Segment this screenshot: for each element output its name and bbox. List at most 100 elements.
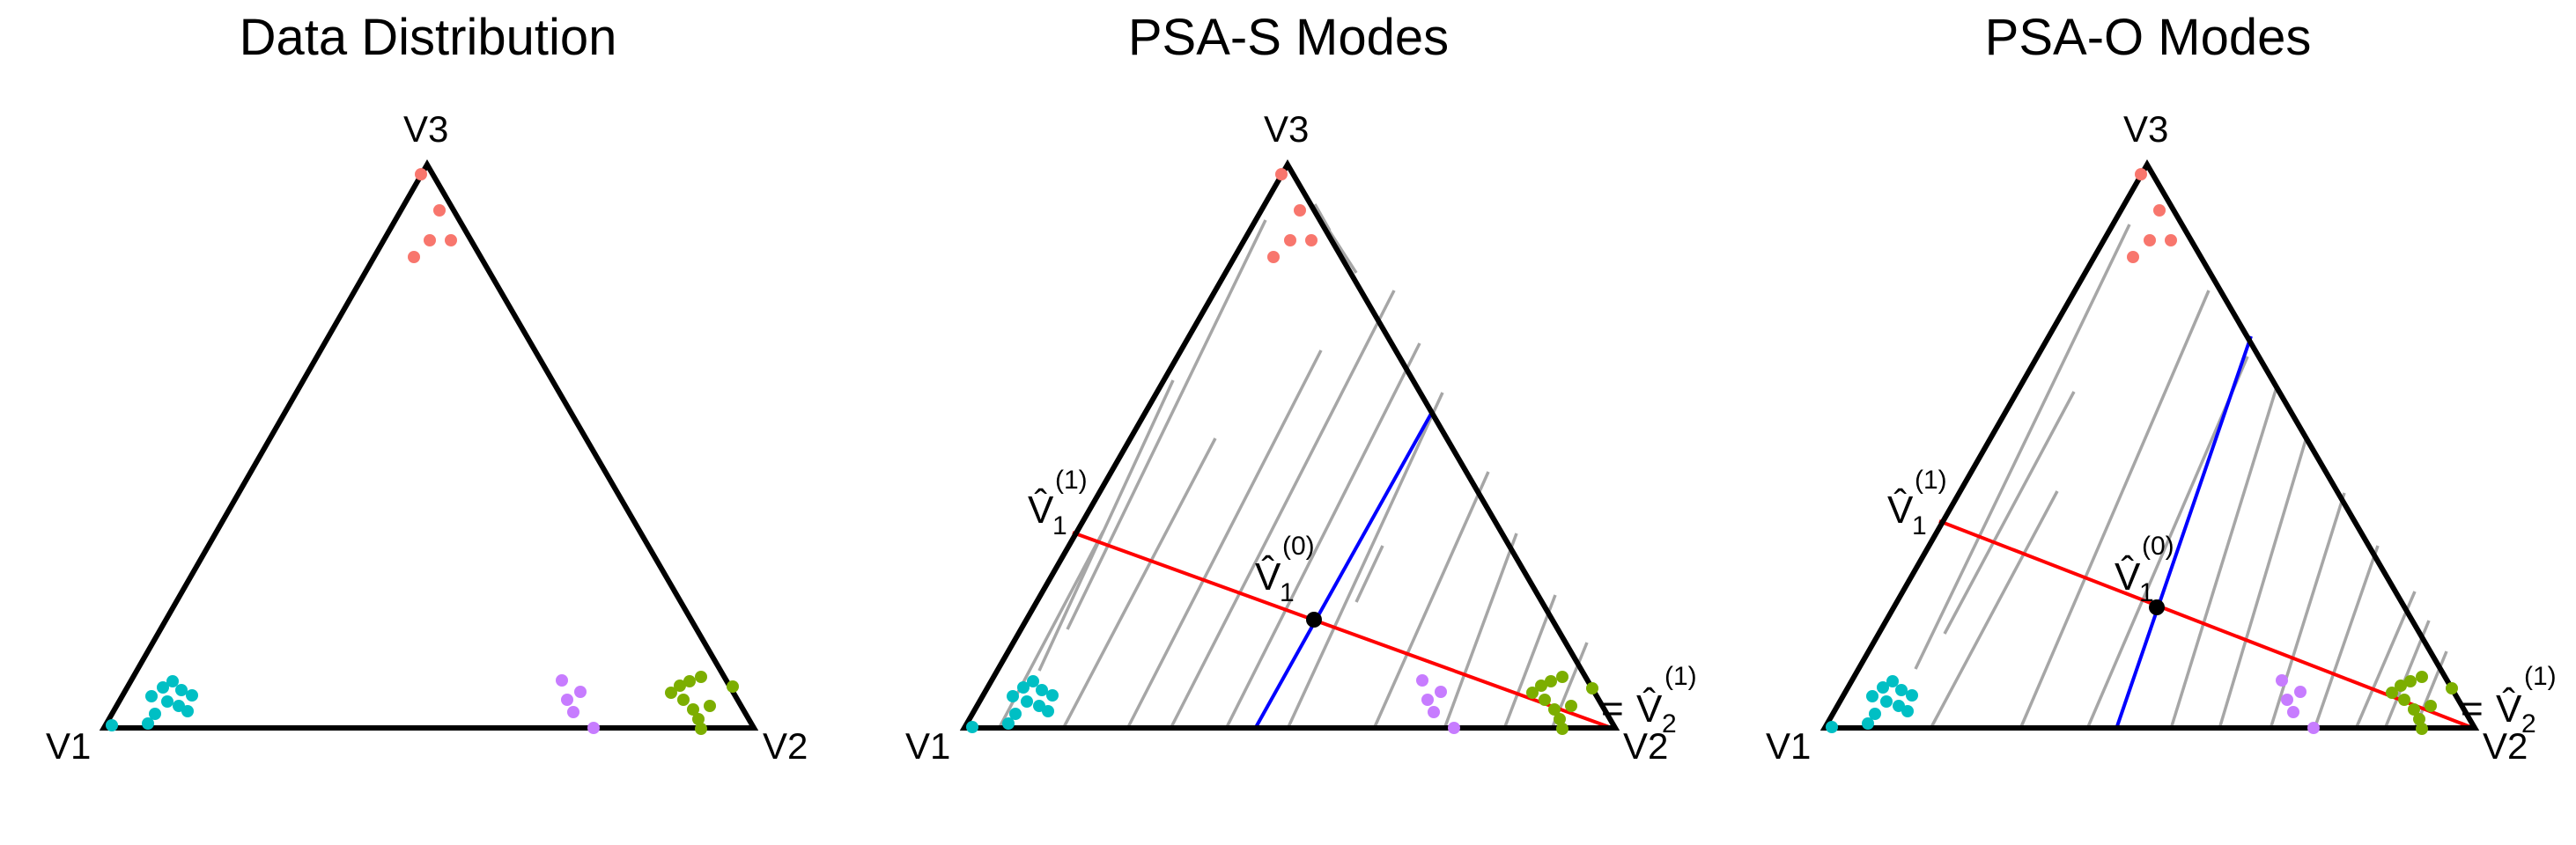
data-point bbox=[674, 680, 686, 692]
data-point bbox=[1526, 687, 1539, 699]
data-point bbox=[1275, 168, 1288, 180]
grid-line bbox=[1169, 290, 1396, 730]
grid-line bbox=[1224, 342, 1421, 730]
annotation-superscript: (1) bbox=[1055, 466, 1088, 495]
data-point bbox=[567, 706, 579, 718]
data-point bbox=[1042, 705, 1054, 717]
panel-title: PSA-O Modes bbox=[1985, 9, 2312, 66]
data-point bbox=[561, 694, 573, 706]
vertex-label-v1: V1 bbox=[46, 725, 91, 767]
data-point bbox=[1906, 689, 1918, 702]
data-point bbox=[677, 694, 690, 706]
cluster-purple bbox=[556, 674, 600, 734]
cluster-green bbox=[665, 671, 739, 735]
grid-line bbox=[2269, 492, 2346, 730]
panel-title: PSA-S Modes bbox=[1128, 9, 1449, 66]
cluster-cyan bbox=[1826, 675, 1918, 733]
data-point bbox=[2398, 694, 2410, 706]
grid-line bbox=[1502, 594, 1557, 730]
data-point bbox=[2416, 671, 2428, 683]
principal-mode-line bbox=[1938, 519, 2474, 730]
data-point bbox=[1866, 690, 1878, 702]
data-point bbox=[106, 719, 118, 731]
data-point bbox=[1886, 675, 1899, 687]
data-point bbox=[1009, 708, 1022, 720]
cluster-green bbox=[1526, 671, 1598, 735]
annotation-prefix: = bbox=[2461, 687, 2494, 731]
data-point bbox=[1539, 694, 1551, 706]
vertex-label-v3: V3 bbox=[403, 108, 448, 150]
data-point bbox=[1002, 717, 1015, 730]
data-point bbox=[1826, 721, 1838, 733]
annotation-base: V̂ bbox=[2496, 687, 2522, 731]
data-point bbox=[587, 722, 600, 734]
data-point bbox=[1901, 705, 1914, 717]
data-point bbox=[1554, 713, 1566, 725]
cluster-red bbox=[408, 168, 457, 263]
data-point bbox=[415, 168, 427, 180]
data-point bbox=[966, 721, 978, 733]
data-point bbox=[574, 686, 587, 698]
data-point bbox=[2127, 251, 2139, 263]
data-point bbox=[2408, 703, 2420, 716]
cluster-cyan bbox=[966, 675, 1059, 733]
data-point bbox=[683, 675, 696, 687]
annotation-superscript: (1) bbox=[1915, 466, 1947, 495]
data-point bbox=[2135, 168, 2147, 180]
data-point bbox=[2446, 682, 2458, 694]
data-point bbox=[145, 690, 158, 702]
data-point bbox=[157, 681, 169, 694]
annotation-subscript: 1 bbox=[1280, 578, 1295, 607]
data-point bbox=[665, 687, 677, 699]
data-point bbox=[1895, 684, 1908, 696]
data-point bbox=[692, 713, 705, 725]
data-point bbox=[149, 708, 161, 720]
data-point bbox=[1435, 686, 1447, 698]
annotation-base: V̂ bbox=[1636, 687, 1663, 731]
data-point bbox=[556, 674, 568, 687]
data-point bbox=[704, 700, 716, 712]
data-point bbox=[1448, 722, 1460, 734]
cluster-red bbox=[2127, 168, 2177, 263]
label-v1-hat-1: V̂ (1) 1 bbox=[1887, 466, 1947, 540]
data-point bbox=[1416, 674, 1428, 687]
data-point bbox=[2276, 674, 2288, 687]
panel-psa-o-modes: PSA-O Modes bbox=[1766, 9, 2557, 767]
data-point bbox=[2287, 706, 2299, 718]
data-point bbox=[2413, 713, 2425, 725]
grid-line bbox=[2354, 591, 2417, 730]
grid-line bbox=[1929, 490, 2059, 730]
data-point bbox=[1545, 675, 1557, 687]
cluster-cyan bbox=[106, 675, 198, 731]
label-v1-hat-0: V̂ (0) 1 bbox=[2115, 532, 2174, 607]
data-point bbox=[1586, 682, 1598, 694]
data-point bbox=[186, 689, 198, 702]
data-point bbox=[687, 703, 699, 716]
simplex-triangle bbox=[959, 158, 1620, 731]
data-point bbox=[1267, 251, 1280, 263]
vertex-label-v1: V1 bbox=[1766, 725, 1811, 767]
cluster-purple bbox=[1416, 674, 1460, 734]
annotation-subscript: 1 bbox=[2139, 578, 2154, 607]
data-point bbox=[2404, 675, 2417, 687]
annotation-superscript: (0) bbox=[1282, 532, 1315, 561]
data-point bbox=[424, 234, 436, 246]
vertex-label-v3: V3 bbox=[2123, 108, 2168, 150]
data-point bbox=[1565, 700, 1577, 712]
grid-line bbox=[1943, 391, 2076, 635]
data-point bbox=[445, 234, 457, 246]
data-point bbox=[1556, 723, 1568, 735]
grid-line bbox=[2218, 439, 2307, 730]
data-point bbox=[695, 723, 707, 735]
data-point bbox=[2425, 700, 2437, 712]
data-point bbox=[1017, 681, 1030, 694]
center-point bbox=[2149, 599, 2165, 615]
vertex-label-v3: V3 bbox=[1264, 108, 1309, 150]
data-point bbox=[1421, 694, 1434, 706]
data-point bbox=[2294, 686, 2307, 698]
panel-psa-s-modes: PSA-S Modes bbox=[905, 9, 1697, 767]
annotation-superscript: (1) bbox=[1664, 662, 1697, 691]
vertex-label-v2: V2 bbox=[2483, 725, 2528, 767]
panel-title: Data Distribution bbox=[240, 9, 617, 66]
